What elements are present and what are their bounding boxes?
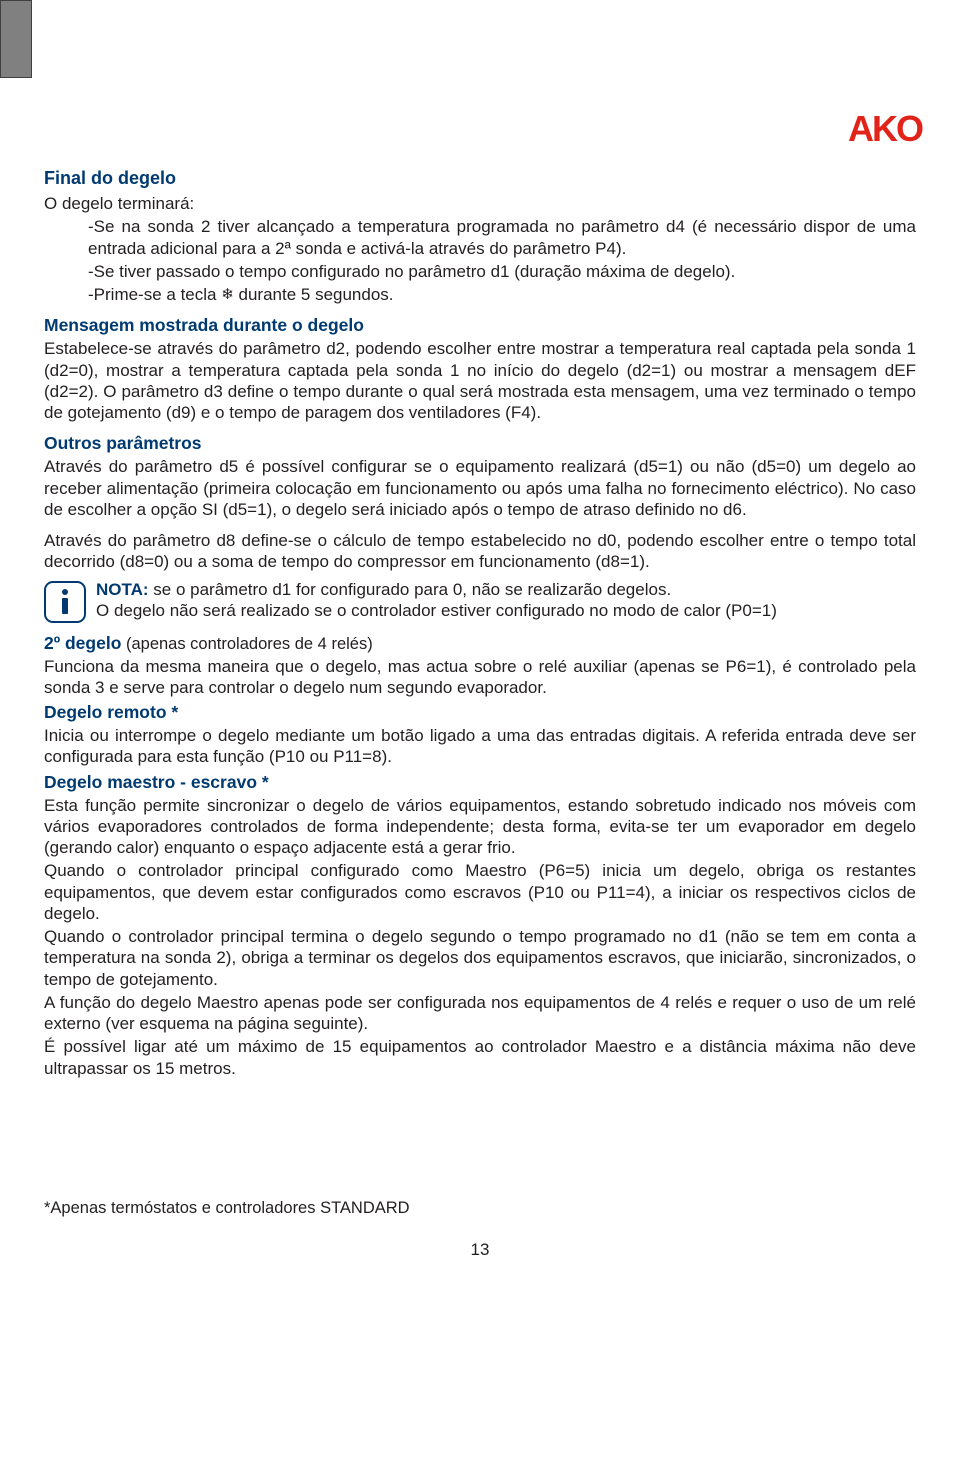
para-2degelo: Funciona da mesma maneira que o degelo, …: [44, 656, 916, 699]
note-text: NOTA: se o parâmetro d1 for configurado …: [96, 579, 916, 623]
note-block: NOTA: se o parâmetro d1 for configurado …: [44, 579, 916, 623]
info-icon: [44, 581, 86, 623]
heading-2degelo-suffix: (apenas controladores de 4 relés): [121, 635, 372, 653]
heading-2degelo-row: 2º degelo (apenas controladores de 4 rel…: [44, 633, 916, 654]
header-tab: [0, 0, 32, 78]
page-number: 13: [0, 1240, 960, 1278]
snowflake-icon: ❄: [221, 286, 234, 305]
heading-mensagem: Mensagem mostrada durante o degelo: [44, 315, 916, 336]
heading-maestro: Degelo maestro - escravo *: [44, 772, 916, 793]
bullet-3b: durante 5 segundos.: [234, 285, 394, 304]
para-maestro-2: Quando o controlador principal configura…: [44, 860, 916, 924]
footnote: *Apenas termóstatos e controladores STAN…: [0, 1199, 960, 1218]
note-line-2: O degelo não será realizado se o control…: [96, 601, 777, 620]
page-content: Final do degelo O degelo terminará: -Se …: [0, 150, 960, 1079]
para-maestro-4: A função do degelo Maestro apenas pode s…: [44, 992, 916, 1035]
bullet-3: -Prime-se a tecla ❄ durante 5 segundos.: [44, 284, 916, 305]
logo-row: AKO: [0, 78, 960, 150]
brand-logo: AKO: [848, 108, 922, 150]
heading-2degelo: 2º degelo: [44, 633, 121, 653]
bullet-2: -Se tiver passado o tempo configurado no…: [44, 261, 916, 282]
para-outros-2: Através do parâmetro d8 define-se o cálc…: [44, 530, 916, 573]
heading-final-degelo: Final do degelo: [44, 168, 916, 189]
para-maestro-3: Quando o controlador principal termina o…: [44, 926, 916, 990]
para-outros-1: Através do parâmetro d5 é possível confi…: [44, 456, 916, 520]
para-mensagem: Estabelece-se através do parâmetro d2, p…: [44, 338, 916, 423]
note-label: NOTA:: [96, 580, 149, 599]
para-maestro-1: Esta função permite sincronizar o degelo…: [44, 795, 916, 859]
bullet-1: -Se na sonda 2 tiver alcançado a tempera…: [44, 216, 916, 259]
note-line-1: se o parâmetro d1 for configurado para 0…: [149, 580, 672, 599]
bullet-3a: -Prime-se a tecla: [88, 285, 221, 304]
lead-text: O degelo terminará:: [44, 193, 916, 214]
para-maestro-5: É possível ligar até um máximo de 15 equ…: [44, 1036, 916, 1079]
para-remoto: Inicia ou interrompe o degelo mediante u…: [44, 725, 916, 768]
heading-outros: Outros parâmetros: [44, 433, 916, 454]
heading-remoto: Degelo remoto *: [44, 702, 916, 723]
